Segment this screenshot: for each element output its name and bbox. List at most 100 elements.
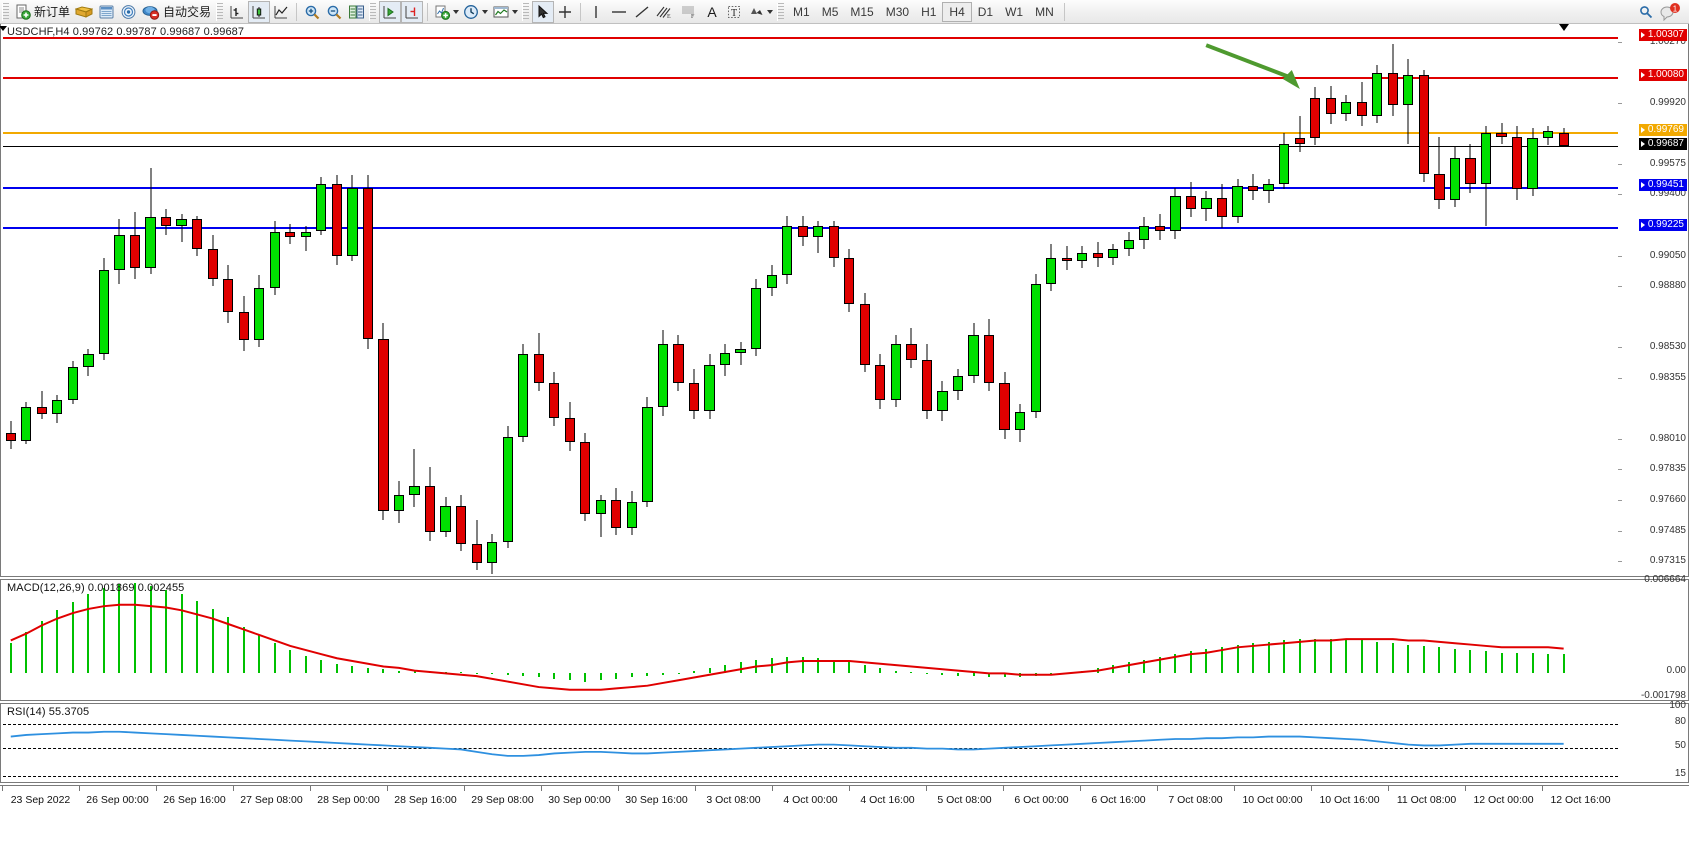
shapes-button[interactable] <box>745 1 775 23</box>
candle[interactable] <box>1092 26 1103 574</box>
candle[interactable] <box>611 26 622 574</box>
templates-dropdown-caret[interactable] <box>512 9 519 14</box>
candle[interactable] <box>83 26 94 574</box>
support-lower-tag[interactable]: 0.99225 <box>1638 219 1687 232</box>
candle[interactable] <box>751 26 762 574</box>
candle[interactable] <box>1061 26 1072 574</box>
candle[interactable] <box>254 26 265 574</box>
candle[interactable] <box>518 26 529 574</box>
candle[interactable] <box>797 26 808 574</box>
candle[interactable] <box>580 26 591 574</box>
tile-windows-button[interactable] <box>345 1 367 23</box>
candle[interactable] <box>704 26 715 574</box>
timeframe-m5[interactable]: M5 <box>821 4 839 19</box>
candle[interactable] <box>906 26 917 574</box>
candle[interactable] <box>362 26 374 574</box>
trendline-button[interactable] <box>631 1 653 23</box>
candle[interactable] <box>424 26 436 574</box>
candle[interactable] <box>1247 26 1259 574</box>
macd-pane[interactable]: MACD(12,26,9) 0.001869 0.002455 0.006664… <box>0 575 1689 701</box>
candle[interactable] <box>331 26 342 574</box>
candle[interactable] <box>1372 26 1383 574</box>
candle[interactable] <box>1418 26 1429 574</box>
candle[interactable] <box>67 26 78 574</box>
candle[interactable] <box>1015 26 1026 574</box>
candle[interactable] <box>5 26 16 574</box>
timeframe-m15[interactable]: M15 <box>850 4 874 19</box>
candle[interactable] <box>487 26 498 574</box>
candle[interactable] <box>875 26 886 574</box>
line-chart-button[interactable] <box>270 1 292 23</box>
candle[interactable] <box>455 26 467 574</box>
shift-end-button[interactable] <box>379 0 402 23</box>
text-button[interactable]: A <box>701 1 723 23</box>
candle[interactable] <box>1263 26 1274 574</box>
timeframe-m1[interactable]: M1 <box>793 4 810 19</box>
candle[interactable] <box>1527 26 1538 574</box>
open-data-folder-button[interactable] <box>73 1 95 23</box>
candle[interactable] <box>21 26 32 574</box>
toolbar-grip-tools[interactable] <box>522 2 530 21</box>
candle[interactable] <box>859 26 870 574</box>
shapes-dropdown-caret[interactable] <box>767 9 774 14</box>
timeframe-mn[interactable]: MN <box>1035 4 1054 19</box>
candle[interactable] <box>393 26 405 574</box>
timeframe-d1[interactable]: D1 <box>977 4 994 19</box>
candle[interactable] <box>98 26 110 574</box>
candle[interactable] <box>564 26 575 574</box>
candle[interactable] <box>688 26 700 574</box>
navigator-button[interactable] <box>117 1 139 23</box>
candle[interactable] <box>595 26 606 574</box>
candle[interactable] <box>223 26 234 574</box>
timeframe-m30[interactable]: M30 <box>885 4 910 19</box>
candle[interactable] <box>844 26 855 574</box>
candle[interactable] <box>176 26 187 574</box>
candle[interactable] <box>440 26 451 574</box>
candle[interactable] <box>1185 26 1197 574</box>
candle[interactable] <box>719 26 731 574</box>
horizontal-line-button[interactable] <box>607 1 631 23</box>
zoom-in-button[interactable] <box>301 1 323 23</box>
price-scale[interactable]: 1.00270 0.99920 0.99575 0.99400 0.99050 0.988… <box>1618 24 1688 576</box>
candle[interactable] <box>1201 26 1212 574</box>
crosshair-button[interactable] <box>554 1 576 23</box>
resistance-upper-line[interactable] <box>3 37 1618 40</box>
candle[interactable] <box>269 26 280 574</box>
candle[interactable] <box>207 26 218 574</box>
fibonacci-button[interactable]: F <box>677 1 701 23</box>
candle[interactable] <box>378 26 389 574</box>
pivot-orange-tag[interactable]: 0.99769 <box>1638 123 1687 136</box>
candle[interactable] <box>471 26 482 574</box>
text-label-button[interactable]: T <box>723 1 745 23</box>
price-plot[interactable] <box>3 26 1618 574</box>
candle[interactable] <box>642 26 653 574</box>
candle[interactable] <box>813 26 824 574</box>
vertical-line-button[interactable] <box>585 1 607 23</box>
candle[interactable] <box>1216 26 1228 574</box>
support-upper-line[interactable] <box>3 187 1618 190</box>
zoom-out-button[interactable] <box>323 1 345 23</box>
chart-collapse-arrow[interactable] <box>0 26 7 31</box>
candle[interactable] <box>968 26 979 574</box>
indicators-button[interactable] <box>432 1 461 23</box>
candle[interactable] <box>191 26 203 574</box>
candle[interactable] <box>1325 26 1336 574</box>
candle[interactable] <box>1356 26 1367 574</box>
candle[interactable] <box>921 26 933 574</box>
macd-plot[interactable] <box>3 582 1618 698</box>
periods-button[interactable] <box>461 1 490 23</box>
equidistant-channel-button[interactable]: E <box>653 1 677 23</box>
candle[interactable] <box>145 26 156 574</box>
candle[interactable] <box>502 26 513 574</box>
candle[interactable] <box>999 26 1010 574</box>
candle[interactable] <box>114 26 125 574</box>
candle[interactable] <box>1046 26 1057 574</box>
indicators-dropdown-caret[interactable] <box>453 9 460 14</box>
candle[interactable] <box>316 26 327 574</box>
candle[interactable] <box>1542 26 1554 574</box>
templates-button[interactable] <box>490 1 520 23</box>
candle[interactable] <box>828 26 839 574</box>
candle[interactable] <box>673 26 684 574</box>
toolbar-grip-standard[interactable] <box>2 2 9 21</box>
candle[interactable] <box>1341 26 1352 574</box>
